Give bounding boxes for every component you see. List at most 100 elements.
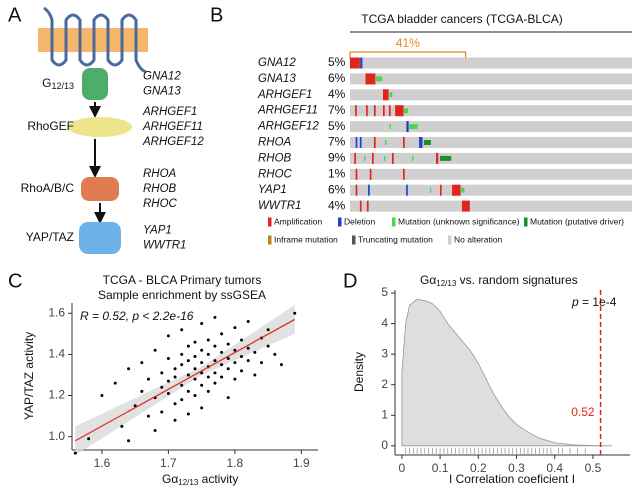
point (279, 363, 283, 367)
point (273, 352, 277, 356)
gene-name: YAP1 (143, 225, 172, 237)
point (220, 332, 224, 336)
point (213, 315, 217, 319)
point (166, 334, 170, 338)
oncoprint-title: TCGA bladder cancers (TCGA-BLCA) (361, 12, 562, 26)
point (166, 391, 170, 395)
point (246, 320, 250, 324)
alteration (364, 155, 366, 161)
x-tick-label: 1.7 (160, 456, 177, 470)
gene-name: RHOA (143, 168, 177, 180)
point (140, 361, 144, 365)
alteration (355, 137, 358, 148)
alteration (409, 124, 418, 130)
point (153, 428, 157, 432)
alteration (439, 155, 452, 161)
legend-swatch (352, 235, 356, 245)
point (127, 367, 131, 371)
y-tick-label: 1.2 (48, 388, 65, 402)
x-axis-label: I Correlation coeficient I (449, 472, 575, 486)
point (127, 439, 131, 443)
node-label: YAP/TAZ (26, 230, 74, 244)
point (246, 346, 250, 350)
node-shape (81, 177, 119, 201)
alteration (406, 121, 409, 133)
point (160, 385, 164, 389)
alteration (389, 124, 391, 130)
point (233, 361, 237, 365)
point (193, 377, 197, 381)
point (253, 373, 257, 377)
point (200, 371, 204, 375)
point (206, 352, 210, 356)
alteration (452, 184, 461, 196)
gene-name: ARHGEF12 (257, 121, 319, 133)
alteration (395, 105, 404, 117)
point (233, 377, 237, 381)
alteration (382, 105, 385, 117)
alteration (355, 105, 357, 117)
point (133, 404, 137, 408)
point (173, 367, 177, 371)
point (180, 398, 184, 402)
point (160, 371, 164, 375)
node-label-main: RhoA/B/C (21, 181, 75, 195)
panel-label: D (343, 270, 357, 292)
point (173, 402, 177, 406)
sample-track (350, 73, 632, 85)
chart-subtitle: Sample enrichment by ssGSEA (98, 288, 266, 302)
alteration (403, 108, 409, 114)
altered-percent: 7% (328, 103, 346, 117)
alteration (366, 200, 369, 212)
x-tick-label: 0.5 (585, 461, 602, 475)
gene-name: YAP1 (258, 184, 287, 196)
legend-swatch (268, 217, 272, 227)
sample-track (350, 200, 632, 212)
legend-label: Mutation (putative driver) (530, 216, 624, 226)
point (200, 361, 204, 365)
alteration (403, 168, 405, 180)
point (220, 350, 224, 354)
node-label: RhoGEF (27, 119, 74, 133)
receptor (43, 6, 147, 74)
gene-name: ARHGEF12 (142, 136, 204, 148)
alteration (355, 168, 358, 180)
point (200, 406, 204, 410)
altered-percent: 6% (328, 71, 346, 85)
y-tick-label: 1.0 (48, 429, 65, 443)
sample-track (350, 89, 632, 101)
x-tick-label: 1.6 (94, 456, 111, 470)
alteration (383, 155, 386, 161)
point (226, 342, 230, 346)
point (220, 375, 224, 379)
legend-swatch (338, 217, 342, 227)
x-axis-label-sub: 12/13 (178, 478, 199, 487)
alteration (436, 152, 439, 164)
point (193, 367, 197, 371)
y-axis-label: Density (352, 352, 366, 392)
y-tick-label: 1.4 (48, 347, 65, 361)
alteration (359, 137, 362, 148)
alteration (369, 168, 372, 180)
point (206, 375, 210, 379)
gene-name: RHOA (258, 137, 292, 149)
x-tick-label: 0.4 (546, 461, 563, 475)
altered-percent: 5% (328, 119, 346, 133)
legend-swatch (448, 235, 452, 245)
sample-track (350, 168, 632, 180)
point (293, 311, 297, 315)
x-tick-label: 0.3 (508, 461, 525, 475)
alteration (368, 184, 370, 196)
y-tick-label: 3 (381, 346, 388, 360)
altered-percent: 4% (328, 198, 346, 212)
point (220, 363, 224, 367)
point (186, 389, 190, 393)
legend-swatch (524, 217, 528, 227)
x-tick-label: 0.2 (470, 461, 487, 475)
node-label-sub: 12/13 (51, 81, 74, 91)
point (180, 363, 184, 367)
alteration (439, 184, 442, 196)
arrows (89, 102, 106, 224)
point (226, 396, 230, 400)
point (213, 371, 217, 375)
